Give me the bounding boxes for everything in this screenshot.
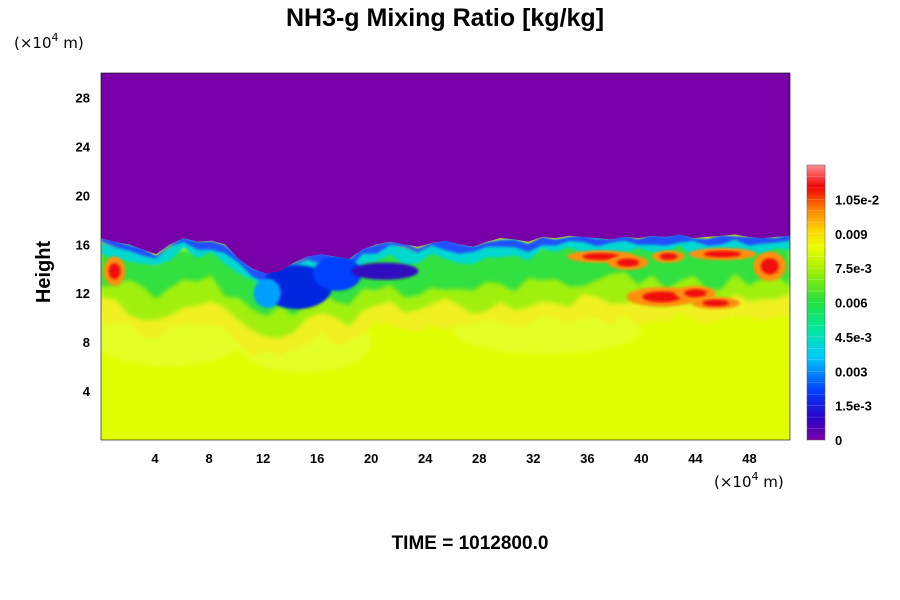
field-red-patch [703, 250, 742, 258]
x-tick-labels: 4 8 12 16 20 24 28 32 36 40 44 48 [151, 451, 756, 466]
y-tick-label: 16 [76, 237, 90, 252]
x-tick-label: 16 [310, 451, 324, 466]
field-red-patch [760, 258, 779, 275]
y-tick-label: 4 [83, 384, 91, 399]
colorbar-label: 7.5e-3 [835, 261, 872, 276]
field-blue-pocket [253, 278, 281, 308]
colorbar-label: 4.5e-3 [835, 330, 872, 345]
colorbar-label: 0 [835, 433, 842, 448]
heatmap-field [101, 73, 790, 440]
colorbar-label: 1.05e-2 [835, 192, 879, 207]
y-tick-label: 24 [76, 139, 91, 154]
y-tick-label: 12 [76, 286, 90, 301]
colorbar-label: 0.006 [835, 296, 868, 311]
field-red-patch [659, 253, 678, 260]
field-red-patch [616, 258, 640, 267]
x-tick-label: 32 [526, 451, 540, 466]
y-axis-label: Height [33, 241, 55, 304]
field-band-transition [101, 289, 790, 357]
x-tick-label: 4 [151, 451, 159, 466]
colorbar-label: 1.5e-3 [835, 399, 872, 414]
x-tick-label: 44 [688, 451, 703, 466]
field-red-patch [702, 299, 730, 307]
x-unit-label: (×104 m) [714, 470, 784, 491]
x-tick-label: 8 [205, 451, 212, 466]
y-unit-label: (×104 m) [14, 31, 84, 52]
y-tick-label: 28 [76, 90, 90, 105]
field-red-patch [642, 291, 681, 303]
field-red-patch [684, 289, 707, 298]
chart-title: NH3-g Mixing Ratio [kg/kg] [286, 4, 604, 32]
field-red-patch [582, 253, 620, 260]
upper-layer [101, 73, 790, 274]
colorbar-label: 0.003 [835, 364, 868, 379]
x-tick-label: 48 [742, 451, 756, 466]
y-tick-labels: 4 8 12 16 20 24 28 [76, 90, 91, 399]
colorbar-gradient [806, 164, 826, 441]
field-red-patch [108, 263, 121, 280]
time-label: TIME = 1012800.0 [392, 533, 549, 554]
colorbar-label: 0.009 [835, 227, 868, 242]
x-tick-label: 20 [364, 451, 378, 466]
y-tick-label: 20 [76, 188, 90, 203]
plot-frame [100, 72, 791, 441]
x-tick-label: 12 [256, 451, 270, 466]
x-tick-label: 28 [472, 451, 486, 466]
field-band-yellowgreen [101, 256, 790, 339]
field-blue-pocket [350, 262, 419, 280]
y-tick-label: 8 [83, 335, 90, 350]
colorbar: 0 1.5e-3 0.003 4.5e-3 0.006 7.5e-3 0.009 1.05e-… [806, 164, 879, 448]
x-tick-label: 40 [634, 451, 648, 466]
field-blue-pocket [313, 256, 362, 291]
x-tick-label: 24 [418, 451, 433, 466]
x-tick-label: 36 [580, 451, 594, 466]
